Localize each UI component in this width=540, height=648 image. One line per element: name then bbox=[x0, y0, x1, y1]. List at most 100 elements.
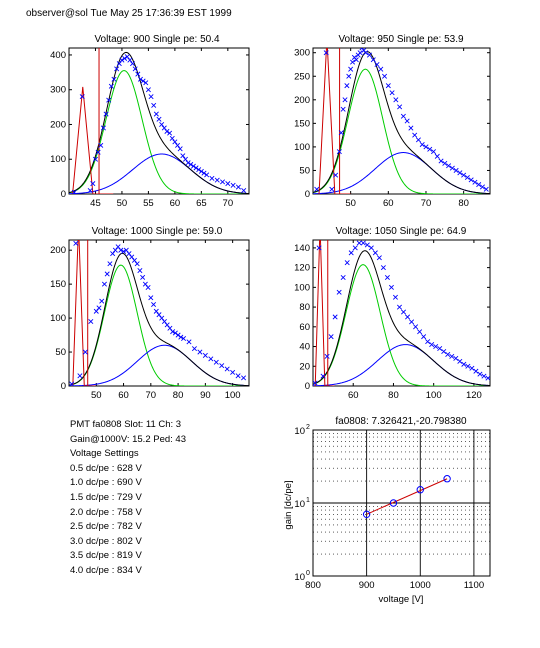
data-point bbox=[453, 167, 459, 173]
data-point bbox=[357, 50, 363, 56]
x-tick-label: 60 bbox=[348, 390, 359, 401]
setting-item: 4.0 dc/pe : 834 V bbox=[70, 564, 142, 576]
signal-fit-curve bbox=[69, 264, 249, 386]
total-fit-curve bbox=[69, 252, 249, 386]
data-point bbox=[479, 184, 485, 190]
data-point bbox=[442, 160, 448, 166]
data-point bbox=[122, 55, 128, 61]
data-point bbox=[151, 301, 157, 308]
data-point bbox=[175, 142, 181, 148]
data-point bbox=[167, 130, 173, 136]
data-point bbox=[202, 352, 208, 358]
data-point bbox=[110, 251, 116, 257]
data-point bbox=[370, 57, 376, 63]
x-tick-label: 80 bbox=[388, 390, 399, 401]
y-tick-label: 60 bbox=[299, 322, 310, 333]
x-tick-label: 60 bbox=[383, 198, 394, 209]
data-point bbox=[140, 78, 146, 84]
panel-1-plot: 45 50 55 60 65 70 0 100 200 300 400 bbox=[50, 47, 250, 209]
data-point bbox=[87, 188, 93, 194]
data-point bbox=[164, 322, 170, 328]
data-point bbox=[477, 371, 483, 377]
data-point bbox=[175, 332, 181, 338]
signal-fit-curve bbox=[313, 68, 490, 194]
settings-title: Voltage Settings bbox=[70, 448, 139, 460]
data-point bbox=[421, 334, 427, 340]
data-point bbox=[384, 274, 390, 281]
data-point bbox=[328, 334, 334, 340]
data-point bbox=[380, 265, 386, 271]
data-point bbox=[153, 308, 159, 314]
data-point bbox=[350, 59, 356, 65]
pedestal-curve bbox=[72, 86, 114, 194]
data-point bbox=[112, 247, 118, 253]
y-tick-exponent: 0 bbox=[306, 570, 310, 577]
data-point bbox=[224, 366, 230, 372]
data-point bbox=[433, 344, 439, 350]
plot-frame bbox=[68, 239, 250, 387]
data-point bbox=[177, 146, 183, 152]
data-point bbox=[338, 130, 344, 136]
y-tick-label: 200 bbox=[50, 245, 66, 256]
setting-item: 3.0 dc/pe : 802 V bbox=[70, 535, 142, 547]
data-point bbox=[82, 349, 88, 355]
x-tick-label: 55 bbox=[143, 198, 154, 209]
data-point bbox=[101, 281, 107, 287]
data-point bbox=[483, 186, 489, 192]
data-point bbox=[316, 245, 322, 251]
data-point bbox=[449, 165, 455, 171]
data-point bbox=[485, 375, 490, 381]
x-tick-label: 80 bbox=[458, 198, 469, 209]
data-point bbox=[123, 247, 129, 253]
data-point bbox=[333, 172, 339, 178]
data-point bbox=[342, 97, 348, 103]
x-tick-label: 70 bbox=[146, 390, 157, 401]
plot-area bbox=[69, 48, 249, 194]
data-point bbox=[388, 284, 394, 290]
data-point bbox=[434, 153, 440, 159]
data-point bbox=[400, 309, 407, 315]
setting-item: 2.5 dc/pe : 782 V bbox=[70, 521, 142, 533]
gain-xlabel: voltage [V] bbox=[379, 594, 424, 605]
data-point bbox=[392, 294, 398, 300]
data-point bbox=[134, 261, 140, 267]
x-tick-label: 65 bbox=[196, 198, 207, 209]
data-point bbox=[425, 339, 431, 345]
x-tick-label: 1000 bbox=[410, 580, 431, 591]
data-point bbox=[476, 182, 482, 188]
data-point bbox=[69, 381, 75, 386]
data-point bbox=[219, 363, 225, 369]
data-point bbox=[473, 368, 479, 374]
data-point bbox=[100, 125, 106, 131]
data-point bbox=[180, 153, 186, 159]
data-point bbox=[323, 50, 329, 56]
data-point bbox=[353, 57, 359, 63]
data-point bbox=[374, 61, 380, 68]
data-point bbox=[161, 125, 167, 131]
panel-4-title: Voltage: 1050 Single pe: 64.9 bbox=[336, 226, 467, 237]
data-point bbox=[363, 50, 369, 56]
y-tick-label: 10 bbox=[294, 499, 305, 510]
setting-item: 2.0 dc/pe : 758 V bbox=[70, 506, 142, 518]
panel-3-title: Voltage: 1000 Single pe: 59.0 bbox=[92, 226, 223, 237]
gain-ylabel: gain [dc/pe] bbox=[283, 480, 294, 529]
data-point bbox=[107, 261, 113, 267]
data-point bbox=[457, 170, 463, 176]
panel-4: Voltage: 1050 Single pe: 64.9 60 80 100 120… bbox=[294, 226, 491, 401]
data-point bbox=[382, 73, 388, 79]
y-tick-label: 100 bbox=[50, 154, 66, 165]
data-point bbox=[314, 186, 320, 192]
pmt-info: PMT fa0808 Slot: 11 Ch: 3 Gain@1000V: 15… bbox=[70, 418, 186, 579]
data-point bbox=[445, 351, 451, 357]
total-fit-curve bbox=[69, 51, 249, 194]
pedestal-curve bbox=[318, 48, 351, 194]
data-point bbox=[131, 257, 137, 263]
signal-fit-curve bbox=[313, 264, 490, 386]
data-point bbox=[457, 358, 463, 364]
data-point bbox=[124, 54, 130, 60]
plot-frame bbox=[68, 47, 250, 195]
data-point bbox=[96, 305, 102, 311]
x-tick-label: 45 bbox=[90, 198, 101, 209]
data-point bbox=[409, 319, 415, 325]
data-point bbox=[172, 139, 178, 145]
